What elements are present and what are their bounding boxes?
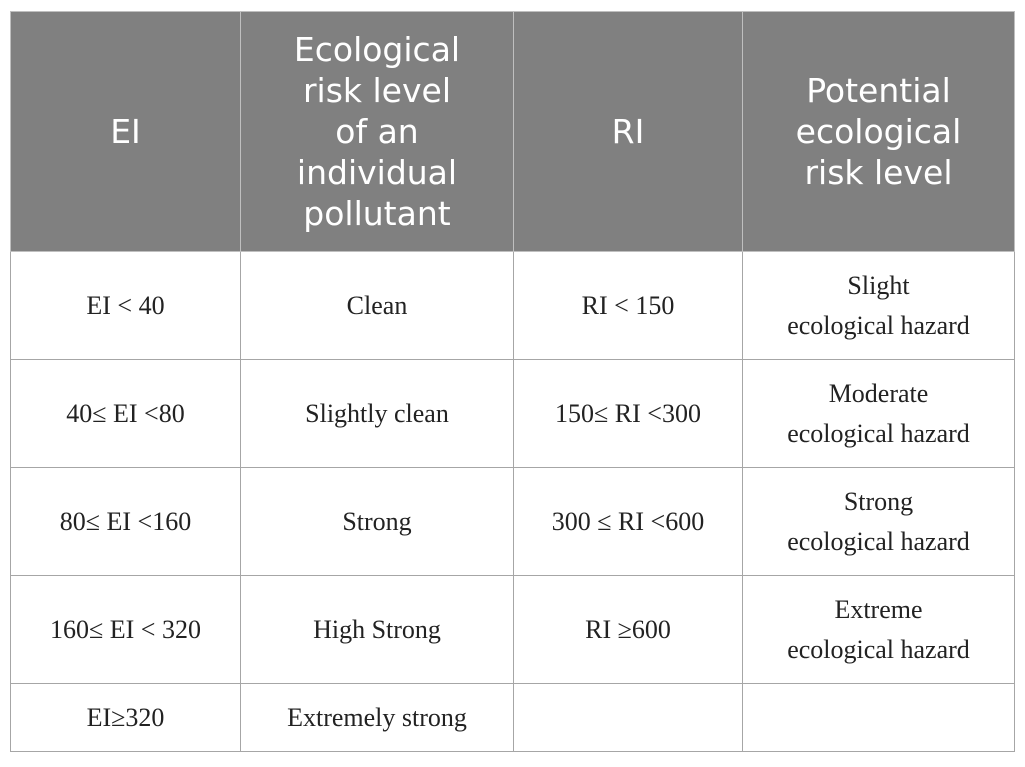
header-individual-risk-line-5: pollutant <box>303 194 451 233</box>
cell-ei-range: EI < 40 <box>10 251 241 360</box>
cell-text: ecological hazard <box>787 310 970 340</box>
header-individual-risk-line-3: of an <box>335 112 419 151</box>
cell-individual-risk: Clean <box>240 251 514 360</box>
cell-individual-risk: Extremely strong <box>240 683 514 752</box>
header-potential-risk-line-1: Potential <box>806 71 951 110</box>
header-individual-risk-line-1: Ecological <box>293 30 461 69</box>
cell-text: Slight <box>847 270 910 300</box>
cell-individual-risk: Slightly clean <box>240 359 514 468</box>
header-individual-risk-level: Ecological risk level of an individual p… <box>240 11 514 252</box>
cell-text: RI ≥600 <box>585 614 671 644</box>
cell-text: Extreme <box>834 594 923 624</box>
cell-text: RI < 150 <box>581 290 675 320</box>
cell-text: EI < 40 <box>86 290 165 320</box>
header-ei-line-1: EI <box>110 112 141 151</box>
cell-potential-risk: Slight ecological hazard <box>742 251 1015 360</box>
cell-individual-risk: Strong <box>240 467 514 576</box>
header-potential-risk-level: Potential ecological risk level <box>742 11 1015 252</box>
table-row: EI < 40 Clean RI < 150 Slight ecological… <box>10 251 1015 360</box>
cell-potential-risk: Moderate ecological hazard <box>742 359 1015 468</box>
cell-text: 160≤ EI < 320 <box>50 614 201 644</box>
header-potential-risk-line-3: risk level <box>804 153 953 192</box>
cell-individual-risk: High Strong <box>240 575 514 684</box>
cell-text: ecological hazard <box>787 634 970 664</box>
header-ri: RI <box>513 11 743 252</box>
cell-text: High Strong <box>313 614 441 644</box>
header-individual-risk-line-2: risk level <box>302 71 451 110</box>
cell-ei-range: 160≤ EI < 320 <box>10 575 241 684</box>
cell-text: Slightly clean <box>305 398 449 428</box>
table-row: EI≥320 Extremely strong <box>10 683 1015 752</box>
header-ei: EI <box>10 11 241 252</box>
cell-ri-range: 150≤ RI <300 <box>513 359 743 468</box>
risk-classification-table: EI Ecological risk level of an individua… <box>10 11 1015 752</box>
cell-text: Strong <box>843 486 914 516</box>
table-row: 80≤ EI <160 Strong 300 ≤ RI <600 Strong … <box>10 467 1015 576</box>
cell-ri-range-empty <box>513 683 743 752</box>
cell-ei-range: EI≥320 <box>10 683 241 752</box>
cell-ei-range: 80≤ EI <160 <box>10 467 241 576</box>
cell-potential-risk: Extreme ecological hazard <box>742 575 1015 684</box>
cell-text: EI≥320 <box>86 702 165 732</box>
table-row: 40≤ EI <80 Slightly clean 150≤ RI <300 M… <box>10 359 1015 468</box>
cell-ri-range: RI ≥600 <box>513 575 743 684</box>
cell-potential-risk: Strong ecological hazard <box>742 467 1015 576</box>
cell-text: Clean <box>346 290 408 320</box>
table-row: 160≤ EI < 320 High Strong RI ≥600 Extrem… <box>10 575 1015 684</box>
cell-potential-risk-empty <box>742 683 1015 752</box>
header-individual-risk-line-4: individual <box>296 153 458 192</box>
header-potential-risk-line-2: ecological <box>795 112 962 151</box>
cell-text: ecological hazard <box>787 526 970 556</box>
cell-text: Strong <box>342 506 412 536</box>
cell-ri-range: RI < 150 <box>513 251 743 360</box>
cell-text: 150≤ RI <300 <box>555 398 701 428</box>
cell-ri-range: 300 ≤ RI <600 <box>513 467 743 576</box>
cell-text: ecological hazard <box>787 418 970 448</box>
cell-ei-range: 40≤ EI <80 <box>10 359 241 468</box>
header-ri-line-1: RI <box>611 112 645 151</box>
cell-text: 80≤ EI <160 <box>59 506 192 536</box>
cell-text: 300 ≤ RI <600 <box>551 506 705 536</box>
cell-text: 40≤ EI <80 <box>66 398 185 428</box>
risk-classification-table-container: EI Ecological risk level of an individua… <box>10 11 1015 752</box>
header-row: EI Ecological risk level of an individua… <box>10 11 1015 252</box>
cell-text: Extremely strong <box>287 702 467 732</box>
cell-text: Moderate <box>828 378 929 408</box>
